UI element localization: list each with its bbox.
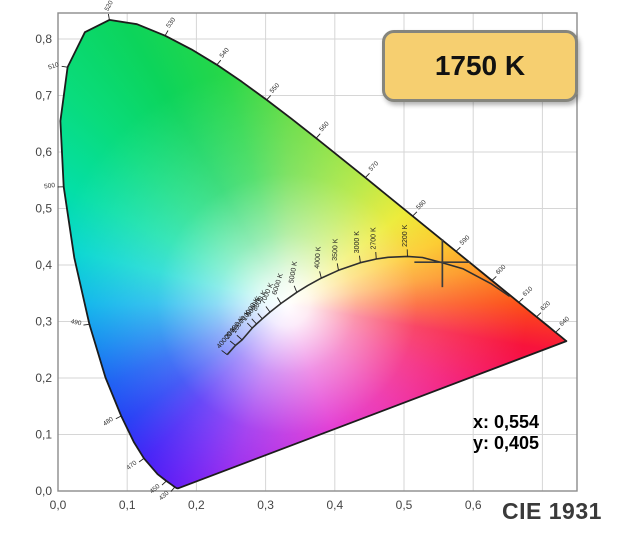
wavelength-label: 570 (368, 160, 381, 173)
wavelength-label: 450 (149, 483, 162, 496)
wavelength-tick (115, 415, 122, 420)
wavelength-label: 530 (165, 16, 177, 29)
cct-tick (246, 322, 253, 329)
wavelength-label: 550 (269, 82, 282, 95)
cct-label: 3500 K (332, 238, 340, 261)
wavelength-label: 540 (219, 46, 232, 59)
axis-tick-label-x: 0,2 (188, 498, 205, 512)
selection-marker (414, 239, 471, 288)
axis-tick-label-y: 0,1 (35, 428, 52, 442)
axis-tick-label-y: 0,2 (35, 371, 52, 385)
wavelength-label: 510 (47, 61, 60, 71)
wavelength-tick (518, 297, 524, 303)
wavelength-tick (555, 327, 561, 333)
wavelength-label: 490 (70, 318, 82, 327)
wavelength-tick (216, 59, 222, 66)
wavelength-tick (138, 457, 145, 463)
planckian-locus (226, 255, 511, 356)
cct-tick (251, 318, 257, 325)
cct-tick (221, 350, 228, 356)
cct-tick (359, 255, 361, 263)
cct-label: 6000 K (271, 272, 285, 296)
readout-y-value: y: 0,405 (473, 433, 540, 453)
axis-tick-label-y: 0,6 (35, 145, 52, 159)
cct-label: 4000 K (314, 246, 323, 269)
spectral-locus-outline (59, 19, 568, 490)
cct-tick (265, 306, 271, 313)
coordinate-readout: x: 0,554 y: 0,405 (473, 412, 539, 454)
cct-tick (319, 271, 322, 279)
axis-tick-label-y: 0,4 (35, 258, 52, 272)
wavelength-tick (164, 30, 169, 36)
wavelength-label: 600 (495, 263, 508, 276)
wavelength-tick (491, 276, 497, 281)
axis-tick-label-y: 0,0 (35, 484, 52, 498)
cct-tick (277, 297, 282, 304)
axis-tick-label-x: 0,6 (465, 498, 482, 512)
axis-tick-label-y: 0,8 (35, 32, 52, 46)
wavelength-tick (170, 486, 176, 492)
axis-tick-label-x: 0,1 (119, 498, 136, 512)
readout-x-value: x: 0,554 (473, 412, 540, 432)
cct-tick (293, 285, 298, 293)
axis-tick-label-x: 0,4 (326, 498, 343, 512)
wavelength-label: 640 (558, 315, 571, 328)
cct-label: 3000 K (354, 231, 361, 254)
axis-tick-label-y: 0,5 (35, 202, 52, 216)
wavelength-label: 560 (318, 120, 331, 133)
wavelength-label: 430 (158, 489, 171, 502)
wavelength-tick (455, 246, 461, 252)
cct-tick (257, 313, 263, 320)
axis-tick-label-x: 0,0 (50, 498, 67, 512)
cct-label: 2200 K (402, 224, 409, 247)
cct-label: 2700 K (371, 227, 378, 250)
wavelength-label: 590 (459, 234, 472, 247)
axis-tick-label-x: 0,3 (257, 498, 274, 512)
wavelength-label: 470 (125, 459, 138, 471)
wavelength-label: 500 (44, 182, 56, 190)
axis-tick-label-y: 0,7 (35, 89, 52, 103)
axis-tick-label-x: 0,5 (396, 498, 413, 512)
cct-label: 5000 K (288, 260, 299, 283)
cct-badge-label: 1750 K (434, 50, 526, 81)
wavelength-label: 520 (104, 0, 115, 12)
wavelength-tick (364, 172, 370, 178)
cct-badge: 1750 K (382, 30, 578, 102)
wavelength-label: 610 (522, 285, 535, 298)
cct-tick (336, 263, 339, 271)
wavelength-label: 480 (102, 416, 115, 428)
wavelength-tick (315, 133, 321, 139)
wavelength-tick (412, 211, 418, 217)
plot-border (57, 12, 578, 492)
axis-tick-label-y: 0,3 (35, 315, 52, 329)
wavelength-tick (107, 13, 110, 20)
wavelength-tick (536, 312, 542, 318)
wavelength-label: 620 (539, 300, 552, 313)
wavelength-label: 580 (415, 199, 428, 212)
cct-tick (236, 334, 243, 341)
wavelength-tick (61, 65, 68, 68)
cct-tick (229, 340, 236, 346)
wavelength-tick (83, 323, 90, 326)
wavelength-tick (161, 480, 167, 486)
diagram-title: CIE 1931 (502, 498, 602, 524)
wavelength-tick (266, 95, 272, 101)
